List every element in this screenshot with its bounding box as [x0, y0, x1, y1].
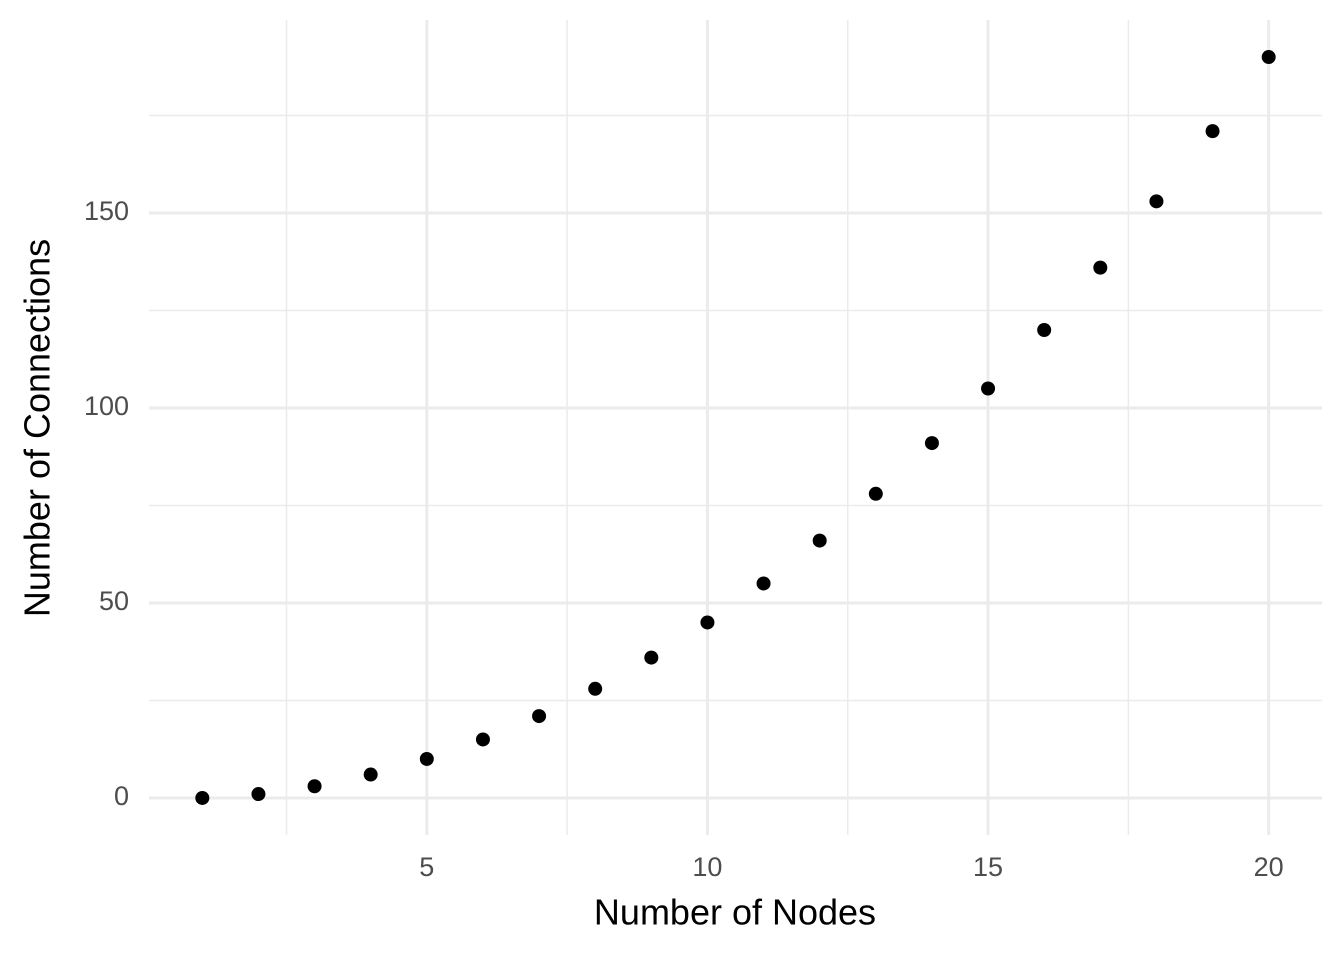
point: [644, 650, 659, 665]
point: [1205, 124, 1220, 139]
point: [588, 681, 603, 696]
point: [195, 790, 210, 805]
point: [1093, 260, 1108, 275]
y-tick-label: 0: [114, 781, 129, 811]
point: [924, 436, 939, 451]
point: [532, 709, 547, 724]
point: [812, 533, 827, 548]
x-tick-label: 15: [973, 852, 1003, 882]
y-axis-title: Number of Connections: [17, 239, 58, 617]
x-axis-title: Number of Nodes: [594, 892, 876, 933]
point: [251, 787, 266, 802]
point: [363, 767, 378, 782]
y-tick-label: 100: [84, 391, 129, 421]
point: [1261, 50, 1276, 65]
point: [756, 576, 771, 591]
point: [868, 486, 883, 501]
y-tick-label: 50: [99, 586, 129, 616]
point: [1149, 194, 1164, 209]
point: [419, 751, 434, 766]
point: [307, 779, 322, 794]
point: [700, 615, 715, 630]
x-tick-label: 20: [1254, 852, 1284, 882]
point: [981, 381, 996, 396]
point: [1037, 323, 1052, 338]
y-tick-label: 150: [84, 196, 129, 226]
x-tick-label: 10: [692, 852, 722, 882]
x-tick-label: 5: [419, 852, 434, 882]
point: [475, 732, 490, 747]
